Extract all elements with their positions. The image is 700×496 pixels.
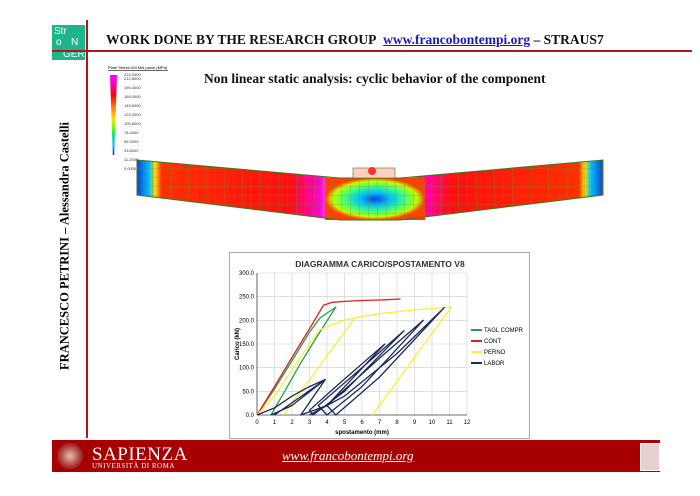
logo-text: Str (54, 26, 67, 37)
x-tick-label: 7 (378, 420, 382, 426)
footer-band: SAPIENZA UNIVERSITÀ DI ROMA www.francobo… (52, 440, 660, 472)
x-tick-label: 8 (395, 420, 399, 426)
x-tick-label: 1 (273, 420, 277, 426)
x-tick-label: 3 (308, 420, 312, 426)
contour-color-bar (110, 75, 117, 155)
x-tick-label: 10 (429, 420, 436, 426)
legend-label: PERNO (484, 350, 506, 356)
footer-link[interactable]: www.francobontempi.org (282, 448, 414, 463)
university-subtitle: UNIVERSITÀ DI ROMA (92, 462, 175, 470)
x-tick-label: 6 (360, 420, 364, 426)
sapienza-seal-logo (57, 443, 83, 469)
page-header: WORK DONE BY THE RESEARCH GROUP www.fran… (106, 32, 604, 48)
x-tick-label: 2 (290, 420, 294, 426)
y-tick-label: 150.0 (239, 342, 255, 348)
contour-legend-value: 123.2000 (124, 112, 141, 117)
header-suffix: – STRAUS7 (533, 32, 604, 47)
university-name: SAPIENZA (92, 444, 188, 465)
series-line-cont (256, 298, 401, 416)
legend-label: LABOR (484, 361, 505, 367)
header-divider (52, 50, 692, 52)
stronger-logo: Str o N GER (52, 25, 85, 60)
load-displacement-chart: DIAGRAMMA CARICO/SPOSTAMENTO V8 0 1 2 3 4 5 6 7 8… (229, 252, 530, 439)
y-tick-label: 300.0 (239, 271, 255, 277)
contour-legend-value: 33.6000 (124, 148, 139, 153)
contour-legend-value: 11.2000 (124, 157, 139, 162)
x-tick-label: 9 (413, 420, 417, 426)
x-tick-label: 5 (343, 420, 347, 426)
contour-legend-value: 56.0000 (124, 139, 139, 144)
logo-text: N (71, 37, 79, 48)
contour-legend-value: 190.4000 (124, 85, 141, 90)
contour-legend-value: 168.0000 (124, 94, 141, 99)
x-tick-label: 0 (255, 420, 259, 426)
beam-stress-contour (136, 159, 604, 221)
contour-legend-value: 145.6000 (124, 103, 141, 108)
logo-text: GER (63, 49, 85, 60)
contour-legend-value: 0.0000 (124, 166, 137, 171)
header-title: WORK DONE BY THE RESEARCH GROUP (106, 32, 377, 47)
y-tick-label: 100.0 (239, 366, 255, 372)
legend-label: TAGL COMPR (484, 328, 524, 334)
contour-legend-title: Plate Stress:VM Mid plane (MPa) (108, 65, 168, 71)
legend-label: CONT (484, 339, 501, 345)
y-tick-label: 0.0 (246, 413, 255, 419)
contour-legend-value: 78.4000 (124, 130, 139, 135)
contour-legend-value: 212.8000 (124, 76, 141, 81)
vertical-divider (86, 20, 88, 438)
slide-subtitle: Non linear static analysis: cyclic behav… (204, 71, 546, 86)
y-tick-label: 50.0 (242, 389, 254, 395)
chart-title: DIAGRAMMA CARICO/SPOSTAMENTO V8 (295, 259, 465, 269)
header-link[interactable]: www.francobontempi.org (383, 32, 531, 47)
logo-text: o (56, 37, 62, 48)
x-tick-label: 4 (325, 420, 329, 426)
fbo-logo (640, 443, 660, 471)
authors-vertical: FRANCESCO PETRINI – Alessandra Castelli (57, 122, 72, 370)
y-tick-label: 250.0 (239, 295, 255, 301)
series-line-labor (256, 306, 445, 416)
contour-legend-value: 100.8000 (124, 121, 141, 126)
series-line-tagl-compr (256, 306, 337, 416)
series-line-perno (256, 306, 452, 416)
x-axis-label: spostamento (mm) (335, 430, 389, 436)
x-tick-label: 12 (464, 420, 471, 426)
load-point (368, 167, 376, 175)
contour-legend-value: 224.0000 (124, 72, 141, 77)
y-axis-label: Carico (kN) (235, 328, 241, 360)
y-tick-label: 200.0 (239, 318, 255, 324)
x-tick-label: 11 (446, 420, 453, 426)
